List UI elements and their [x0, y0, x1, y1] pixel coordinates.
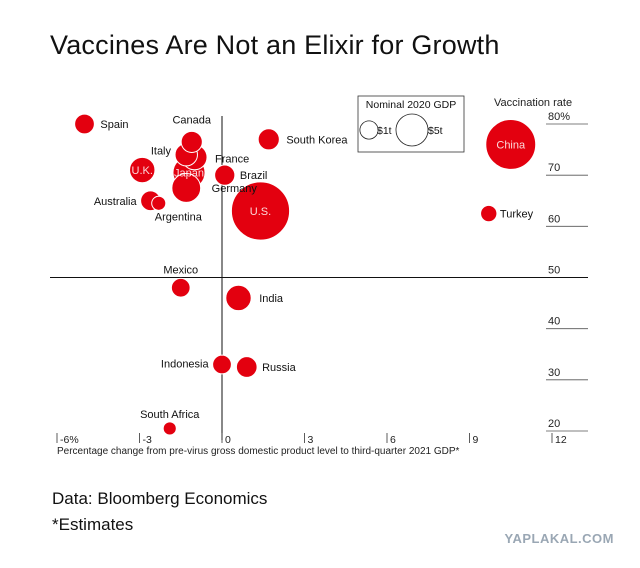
label-russia: Russia [262, 362, 297, 374]
label-canada: Canada [172, 114, 211, 126]
label-u-k: U.K. [132, 165, 153, 177]
y-tick-label: 40 [548, 316, 560, 328]
bubble-brazil [214, 164, 236, 186]
bubble-turkey [480, 204, 498, 223]
size-legend-label: $1t [377, 125, 392, 137]
chart-title: Vaccines Are Not an Elixir for Growth [50, 30, 500, 60]
bubble-u-s [230, 181, 291, 241]
x-axis-title: Percentage change from pre-virus gross d… [57, 446, 460, 457]
x-tick-label: 9 [473, 434, 479, 446]
label-australia: Australia [94, 196, 138, 208]
bubble-argentina [151, 195, 167, 211]
bubble-germany [171, 173, 202, 203]
size-legend-circle [395, 113, 429, 147]
label-italy: Italy [151, 146, 172, 158]
source-note: Data: Bloomberg Economics [52, 489, 268, 508]
y-tick-label: 60 [548, 213, 560, 225]
label-u-s: U.S. [250, 206, 271, 218]
size-legend-title: Nominal 2020 GDP [366, 99, 456, 111]
bubble-spain [74, 113, 95, 135]
size-legend: Nominal 2020 GDP $1t $5t [357, 95, 465, 153]
bubble-south-africa [162, 421, 177, 436]
bubble-china [485, 118, 537, 170]
label-south-africa: South Africa [140, 409, 200, 421]
label-turkey: Turkey [500, 209, 534, 221]
label-france: France [215, 153, 249, 165]
bubble-south-korea [257, 128, 280, 151]
y-gridlines: 80% 70 60 50 40 30 20 [546, 111, 588, 432]
label-south-korea: South Korea [286, 134, 348, 146]
bubble-india [225, 284, 252, 312]
label-indonesia: Indonesia [161, 358, 210, 370]
bubble-russia [235, 356, 258, 378]
x-tick-label: 12 [555, 434, 567, 446]
x-tick-label: 0 [225, 434, 231, 446]
bubbles [74, 113, 537, 436]
axes: Vaccination rate -6% -3 0 3 6 9 12 [50, 97, 588, 446]
estimates-note: *Estimates [52, 515, 134, 534]
y-tick-label: 50 [548, 265, 560, 277]
point-labels: Spain Canada Italy France South Korea China U.… [94, 114, 534, 421]
label-argentina: Argentina [155, 211, 203, 223]
label-germany: Germany [212, 183, 258, 195]
x-tick-label: -6% [60, 434, 79, 446]
watermark: YAPLAKAL.COM [504, 531, 614, 546]
label-mexico: Mexico [163, 264, 198, 276]
y-axis-title: Vaccination rate [494, 97, 572, 109]
label-spain: Spain [100, 119, 128, 131]
y-tick-label: 20 [548, 418, 560, 430]
bubble-mexico [170, 277, 191, 298]
y-tick-label: 80% [548, 111, 570, 123]
y-tick-label: 70 [548, 162, 560, 174]
label-india: India [259, 293, 284, 305]
size-legend-circle [359, 120, 379, 140]
bubble-canada [180, 130, 203, 153]
label-china: China [496, 139, 526, 151]
y-tick-label: 30 [548, 367, 560, 379]
bubble-indonesia [212, 354, 232, 375]
x-tick-label: 6 [390, 434, 396, 446]
x-tick-label: -3 [143, 434, 152, 446]
label-brazil: Brazil [240, 170, 268, 182]
bubble-u-k [129, 156, 156, 184]
label-japan: Japan [174, 168, 204, 180]
x-tick-label: 3 [308, 434, 314, 446]
size-legend-label: $5t [428, 125, 443, 137]
